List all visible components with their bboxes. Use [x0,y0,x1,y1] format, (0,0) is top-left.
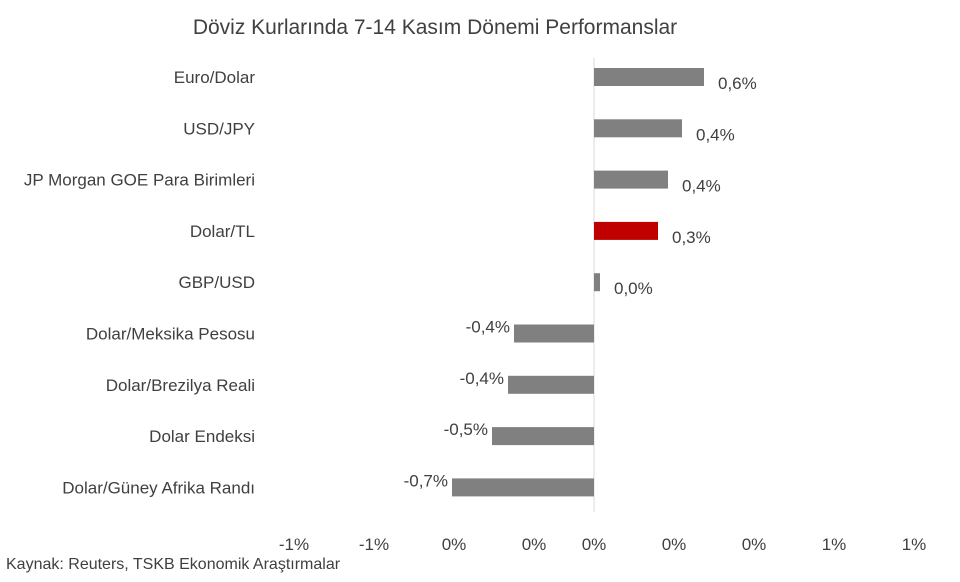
category-label: Euro/Dolar [174,68,256,87]
data-label: -0,7% [404,471,448,490]
bar [508,375,594,394]
source-note: Kaynak: Reuters, TSKB Ekonomik Araştırma… [6,556,341,573]
x-tick-label: 1% [822,535,847,554]
bar [594,119,682,138]
x-tick-label: -1% [279,535,309,554]
x-tick-label: 0% [742,535,767,554]
bar [594,68,704,86]
category-label: Dolar Endeksi [149,427,255,446]
category-label: GBP/USD [178,273,255,292]
category-label: Dolar/Güney Afrika Randı [62,478,255,497]
data-label: -0,4% [466,318,510,337]
x-tick-label: 1% [902,535,927,554]
data-label: 0,6% [718,74,757,93]
data-label: -0,5% [444,420,488,439]
bar [492,427,594,446]
data-label: 0,3% [672,228,711,247]
x-axis-ticks: -1% -1% 0% 0% 0% 0% 0% 1% 1% [279,535,926,554]
bar [594,273,600,292]
x-tick-label: 0% [522,535,547,554]
category-label: JP Morgan GOE Para Birimleri [24,171,255,190]
x-tick-label: 0% [442,535,467,554]
data-label: 0,4% [682,177,721,196]
data-label: 0,4% [696,125,735,144]
data-label: 0,0% [614,279,653,298]
category-label: USD/JPY [183,119,255,138]
x-tick-label: 0% [582,535,607,554]
data-label: -0,4% [460,369,504,388]
category-labels: Euro/Dolar USD/JPY JP Morgan GOE Para Biri… [24,68,255,497]
x-tick-label: 0% [662,535,687,554]
category-label: Dolar/Meksika Pesosu [86,325,255,344]
bar [594,221,658,240]
data-labels: 0,6% 0,4% 0,4% 0,3% 0,0% -0,4% -0,4% -0,5% -0,7% [404,74,757,490]
x-tick-label: -1% [359,535,389,554]
category-label: Dolar/TL [190,222,255,241]
bar [594,170,668,189]
chart-title: Döviz Kurlarında 7-14 Kasım Dönemi Perfo… [193,16,677,39]
bar [452,478,594,497]
category-label: Dolar/Brezilya Reali [106,376,255,395]
bars [452,68,704,497]
bar [514,324,594,343]
